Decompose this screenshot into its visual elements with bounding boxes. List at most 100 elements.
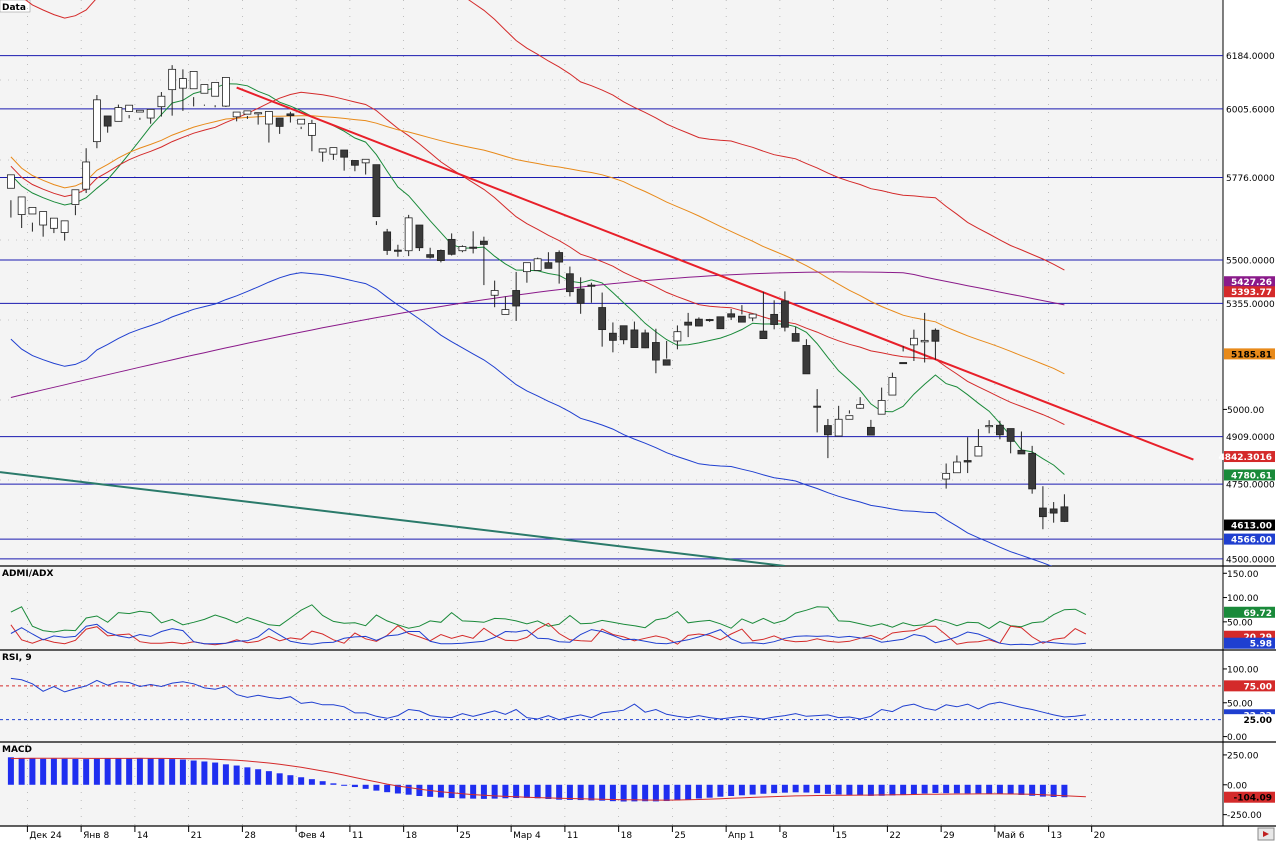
candle[interactable] [759, 291, 768, 339]
candle[interactable] [125, 104, 134, 119]
candle[interactable] [985, 420, 994, 434]
candle[interactable] [813, 389, 822, 433]
candle[interactable] [1060, 494, 1069, 523]
candle[interactable] [974, 429, 983, 457]
candle[interactable] [71, 189, 80, 216]
candle[interactable] [361, 158, 370, 175]
candle[interactable] [211, 82, 220, 108]
candle[interactable] [533, 257, 542, 271]
candle[interactable] [619, 325, 628, 345]
candle[interactable] [232, 111, 241, 122]
candle[interactable] [555, 250, 564, 284]
candle[interactable] [738, 305, 746, 323]
candle[interactable] [695, 317, 703, 327]
candle[interactable] [264, 111, 273, 143]
candle[interactable] [329, 147, 338, 160]
candle[interactable] [307, 119, 316, 152]
candle[interactable] [28, 206, 37, 232]
candle[interactable] [673, 325, 682, 350]
candle[interactable] [103, 115, 112, 133]
candle[interactable] [393, 244, 402, 257]
candle[interactable] [157, 92, 166, 117]
candle[interactable] [587, 282, 596, 303]
candle[interactable] [286, 111, 295, 123]
candle[interactable] [17, 196, 26, 229]
candle[interactable] [458, 245, 467, 253]
candle[interactable] [501, 296, 510, 315]
candle[interactable] [350, 160, 359, 172]
candle[interactable] [1049, 502, 1058, 523]
candle[interactable] [254, 112, 263, 125]
candle[interactable] [372, 164, 381, 226]
candle[interactable] [1039, 486, 1047, 530]
candle[interactable] [404, 214, 413, 257]
candle[interactable] [1017, 431, 1026, 455]
candle[interactable] [426, 247, 435, 259]
scroll-right-button[interactable] [1257, 827, 1275, 841]
candle[interactable] [512, 271, 521, 321]
candle[interactable] [566, 266, 574, 297]
candle[interactable] [748, 313, 757, 322]
candle[interactable] [383, 228, 392, 255]
candle[interactable] [630, 321, 639, 348]
candle[interactable] [942, 463, 951, 489]
candle[interactable] [781, 291, 789, 332]
price-panel[interactable]: Data [0, 0, 1223, 572]
candle[interactable] [544, 252, 553, 269]
candle[interactable] [899, 346, 908, 365]
candle[interactable] [609, 322, 617, 353]
candle[interactable] [856, 397, 865, 409]
candle[interactable] [146, 108, 155, 124]
candle[interactable] [770, 300, 779, 330]
candle[interactable] [888, 372, 897, 396]
candle[interactable] [802, 339, 811, 375]
candle[interactable] [641, 329, 650, 349]
rsi-panel[interactable]: RSI, 9 [0, 653, 1223, 721]
candle[interactable] [447, 233, 456, 256]
candle[interactable] [7, 174, 15, 218]
candle[interactable] [490, 280, 499, 308]
candle[interactable] [523, 262, 531, 283]
candle[interactable] [297, 118, 306, 130]
adx-panel[interactable]: ADMI/ADX [2, 569, 1087, 646]
candle[interactable] [727, 308, 736, 321]
candle[interactable] [318, 148, 327, 162]
candle[interactable] [275, 117, 284, 134]
candle[interactable] [910, 329, 918, 361]
candle[interactable] [576, 277, 585, 314]
candle[interactable] [845, 410, 854, 420]
candle[interactable] [996, 420, 1004, 440]
candle[interactable] [243, 110, 252, 119]
candle[interactable] [598, 292, 607, 347]
candle[interactable] [867, 419, 875, 436]
candle[interactable] [1028, 445, 1037, 494]
candle[interactable] [652, 328, 660, 374]
candle[interactable] [221, 76, 230, 107]
candle[interactable] [415, 224, 424, 252]
candle[interactable] [168, 65, 177, 116]
candle[interactable] [469, 231, 478, 254]
candle[interactable] [114, 104, 123, 122]
candle[interactable] [135, 109, 144, 120]
candle[interactable] [93, 95, 101, 149]
candle[interactable] [920, 312, 929, 363]
candle[interactable] [834, 405, 843, 437]
candle[interactable] [39, 211, 48, 237]
candle[interactable] [931, 328, 940, 360]
candle[interactable] [716, 316, 725, 330]
candle[interactable] [705, 318, 714, 322]
candle[interactable] [82, 148, 91, 194]
candle[interactable] [60, 220, 69, 241]
candle[interactable] [824, 418, 832, 459]
candle[interactable] [662, 340, 671, 366]
candle[interactable] [178, 69, 187, 111]
candle[interactable] [791, 326, 800, 342]
candle[interactable] [436, 249, 445, 263]
candle[interactable] [963, 437, 972, 474]
candle[interactable] [1006, 428, 1015, 454]
candle[interactable] [877, 387, 886, 415]
candle[interactable] [340, 149, 349, 171]
candle[interactable] [50, 217, 58, 234]
macd-panel[interactable]: MACD [2, 745, 1086, 802]
candle[interactable] [479, 236, 488, 286]
